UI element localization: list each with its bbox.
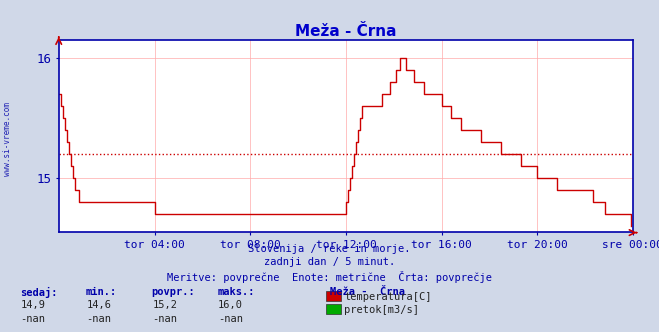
Text: maks.:: maks.: — [217, 287, 255, 297]
Title: Meža - Črna: Meža - Črna — [295, 24, 397, 39]
Text: 14,6: 14,6 — [86, 300, 111, 310]
Text: 16,0: 16,0 — [218, 300, 243, 310]
Text: temperatura[C]: temperatura[C] — [344, 292, 432, 302]
Text: min.:: min.: — [86, 287, 117, 297]
Text: -nan: -nan — [86, 314, 111, 324]
Text: Meritve: povprečne  Enote: metrične  Črta: povprečje: Meritve: povprečne Enote: metrične Črta:… — [167, 271, 492, 283]
Text: 15,2: 15,2 — [152, 300, 177, 310]
Text: Meža -  Črna: Meža - Črna — [330, 287, 405, 297]
Text: -nan: -nan — [152, 314, 177, 324]
Text: povpr.:: povpr.: — [152, 287, 195, 297]
Text: 14,9: 14,9 — [20, 300, 45, 310]
Text: zadnji dan / 5 minut.: zadnji dan / 5 minut. — [264, 257, 395, 267]
Text: sedaj:: sedaj: — [20, 287, 57, 298]
Text: -nan: -nan — [20, 314, 45, 324]
Text: -nan: -nan — [218, 314, 243, 324]
Text: Slovenija / reke in morje.: Slovenija / reke in morje. — [248, 244, 411, 254]
Text: www.si-vreme.com: www.si-vreme.com — [3, 103, 13, 176]
Text: pretok[m3/s]: pretok[m3/s] — [344, 305, 419, 315]
